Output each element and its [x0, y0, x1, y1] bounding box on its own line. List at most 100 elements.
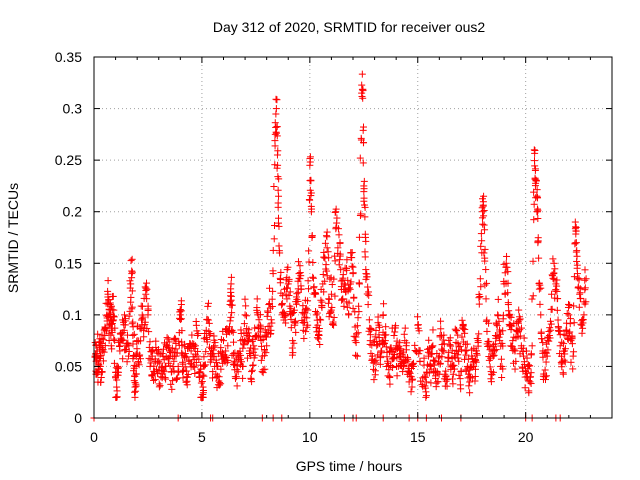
data-point — [408, 361, 416, 369]
data-point — [581, 286, 589, 294]
data-point — [137, 337, 145, 345]
data-point — [178, 327, 186, 335]
data-point — [209, 374, 217, 382]
data-point — [475, 330, 483, 338]
data-point — [232, 373, 240, 381]
data-point — [325, 295, 333, 303]
data-point — [361, 233, 369, 241]
data-point — [483, 327, 491, 335]
data-point — [177, 307, 185, 315]
data-point — [357, 210, 365, 218]
data-point — [489, 368, 497, 376]
data-point — [520, 358, 528, 366]
data-point — [274, 186, 282, 194]
data-point — [277, 268, 285, 276]
data-point — [516, 326, 524, 334]
data-point — [386, 373, 394, 381]
data-point — [391, 328, 399, 336]
data-point — [145, 328, 153, 336]
data-point — [261, 365, 269, 373]
data-point — [456, 375, 464, 383]
data-point — [542, 372, 550, 380]
data-point — [127, 293, 135, 301]
data-point — [534, 215, 542, 223]
data-point — [582, 298, 590, 306]
data-point — [216, 381, 224, 389]
data-point — [312, 311, 320, 319]
data-point — [532, 176, 540, 184]
data-point — [215, 373, 223, 381]
data-point — [328, 281, 336, 289]
data-point — [425, 336, 433, 344]
data-point — [228, 309, 236, 317]
data-point — [129, 331, 137, 339]
data-point — [257, 356, 265, 364]
data-point — [414, 321, 422, 329]
data-point — [148, 372, 156, 380]
data-point — [550, 259, 558, 267]
data-point — [436, 359, 444, 367]
data-point — [560, 356, 568, 364]
data-point — [174, 362, 182, 370]
y-tick-label: 0.1 — [63, 307, 83, 323]
data-point — [454, 351, 462, 359]
data-point — [479, 220, 487, 228]
data-point — [105, 329, 113, 337]
data-point — [108, 320, 116, 328]
data-point — [405, 368, 413, 376]
data-point — [274, 161, 282, 169]
axes: 0 5 10 15 20 0 0.05 0.1 0.15 0.2 0.25 0.3 0.35 — [55, 49, 612, 445]
data-point — [222, 347, 230, 355]
data-point — [128, 303, 136, 311]
data-point — [420, 373, 428, 381]
data-point — [239, 344, 247, 352]
data-point — [504, 279, 512, 287]
data-point — [265, 301, 273, 309]
data-point — [317, 296, 325, 304]
data-point — [181, 350, 189, 358]
data-point — [353, 352, 361, 360]
data-point — [137, 316, 145, 324]
data-point — [581, 266, 589, 274]
data-point — [224, 356, 232, 364]
data-point — [567, 358, 575, 366]
data-point — [141, 318, 149, 326]
data-point — [422, 378, 430, 386]
data-point — [455, 357, 463, 365]
data-point — [323, 267, 331, 275]
data-point — [269, 287, 277, 295]
data-point — [516, 332, 524, 340]
data-point — [506, 312, 514, 320]
data-point — [166, 362, 174, 370]
data-point — [143, 285, 151, 293]
data-point — [364, 283, 372, 291]
data-point — [430, 361, 438, 369]
data-point — [179, 374, 187, 382]
data-point — [172, 352, 180, 360]
data-point — [238, 358, 246, 366]
data-point — [309, 273, 317, 281]
data-point — [115, 368, 123, 376]
data-point — [504, 289, 512, 297]
data-point — [270, 235, 278, 243]
data-point — [237, 351, 245, 359]
data-point — [534, 194, 542, 202]
data-point — [294, 297, 302, 305]
data-point — [524, 361, 532, 369]
y-axis-label: SRMTID / TECUs — [5, 183, 21, 293]
data-point — [395, 353, 403, 361]
data-point — [323, 244, 331, 252]
data-point — [481, 281, 489, 289]
data-point — [579, 316, 587, 324]
data-point — [197, 379, 205, 387]
x-tick-label: 0 — [90, 429, 98, 445]
data-point — [566, 328, 574, 336]
data-point — [328, 303, 336, 311]
data-point — [228, 301, 236, 309]
data-point — [136, 355, 144, 363]
data-point — [253, 295, 261, 303]
data-point — [99, 336, 107, 344]
data-point — [129, 340, 137, 348]
data-point — [316, 341, 324, 349]
